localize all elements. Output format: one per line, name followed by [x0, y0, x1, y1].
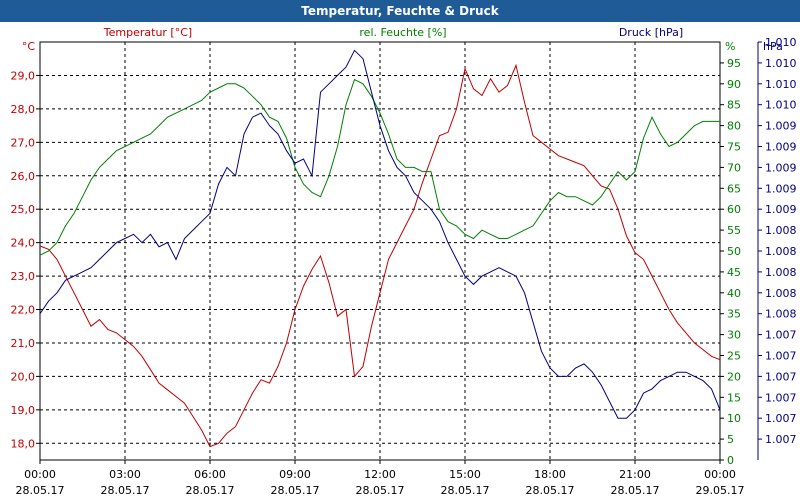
x-tick-label-time: 03:00: [109, 468, 141, 481]
pressure-tick-label: 1.009: [765, 120, 797, 133]
x-tick-label-time: 00:00: [704, 468, 736, 481]
humidity-tick-label: 65: [727, 182, 741, 195]
temperature-tick-label: 29,0: [11, 69, 36, 82]
pressure-tick-label: 1.010: [765, 36, 797, 49]
pressure-tick-label: 1.010: [765, 78, 797, 91]
temperature-tick-label: 19,0: [11, 404, 36, 417]
humidity-tick-label: 80: [727, 120, 741, 133]
temperature-tick-label: 26,0: [11, 170, 36, 183]
series-line-pressure: [39, 49, 721, 419]
pressure-tick-label: 1.008: [765, 308, 797, 321]
temperature-tick-label: 28,0: [11, 103, 36, 116]
humidity-tick-label: 40: [727, 287, 741, 300]
x-tick-label-date: 28.05.17: [16, 484, 65, 497]
x-tick-label-time: 21:00: [619, 468, 651, 481]
humidity-tick-label: 0: [727, 454, 734, 467]
humidity-tick-label: 20: [727, 370, 741, 383]
pressure-tick-label: 1.008: [765, 266, 797, 279]
temperature-tick-label: 18,0: [11, 437, 36, 450]
temperature-tick-label: 23,0: [11, 270, 36, 283]
pressure-tick-label: 1.010: [765, 57, 797, 70]
temperature-unit-label: °C: [22, 40, 36, 53]
x-tick-label-date: 28.05.17: [526, 484, 575, 497]
humidity-tick-label: 5: [727, 433, 734, 446]
x-tick-label-date: 29.05.17: [696, 484, 745, 497]
humidity-tick-label: 35: [727, 308, 741, 321]
humidity-tick-label: 60: [727, 203, 741, 216]
humidity-tick-label: 85: [727, 99, 741, 112]
pressure-tick-label: 1.007: [765, 433, 797, 446]
series-lines: [39, 49, 721, 448]
pressure-tick-label: 1.009: [765, 161, 797, 174]
humidity-tick-label: 30: [727, 329, 741, 342]
x-tick-label-time: 00:00: [24, 468, 56, 481]
humidity-tick-label: 90: [727, 78, 741, 91]
humidity-tick-label: 10: [727, 412, 741, 425]
x-tick-label-date: 28.05.17: [356, 484, 405, 497]
series-line-humidity: [39, 78, 720, 256]
temperature-tick-label: 24,0: [11, 237, 36, 250]
x-tick-label-time: 15:00: [449, 468, 481, 481]
humidity-tick-label: 95: [727, 57, 741, 70]
pressure-tick-label: 1.009: [765, 203, 797, 216]
temperature-tick-label: 20,0: [11, 370, 36, 383]
chart-title: Temperatur, Feuchte & Druck: [0, 0, 800, 22]
pressure-tick-label: 1.007: [765, 370, 797, 383]
x-tick-label-date: 28.05.17: [611, 484, 660, 497]
humidity-tick-label: 75: [727, 141, 741, 154]
temperature-tick-label: 21,0: [11, 337, 36, 350]
legend-pressure: Druck [hPa]: [619, 26, 683, 39]
pressure-tick-label: 1.007: [765, 329, 797, 342]
pressure-tick-label: 1.010: [765, 99, 797, 112]
temperature-tick-label: 27,0: [11, 136, 36, 149]
axes: [36, 41, 762, 464]
x-tick-label-time: 18:00: [534, 468, 566, 481]
temperature-tick-label: 25,0: [11, 203, 36, 216]
temperature-tick-label: 22,0: [11, 304, 36, 317]
pressure-tick-label: 1.007: [765, 391, 797, 404]
pressure-unit-label: hPa: [763, 40, 783, 53]
pressure-tick-label: 1.009: [765, 182, 797, 195]
humidity-unit-label: %: [725, 40, 735, 53]
x-tick-label-date: 28.05.17: [271, 484, 320, 497]
x-tick-label-date: 28.05.17: [186, 484, 235, 497]
legend-humidity: rel. Feuchte [%]: [359, 26, 446, 39]
pressure-tick-label: 1.007: [765, 350, 797, 363]
x-tick-label-date: 28.05.17: [101, 484, 150, 497]
pressure-tick-label: 1.009: [765, 141, 797, 154]
pressure-tick-label: 1.008: [765, 245, 797, 258]
humidity-tick-label: 15: [727, 391, 741, 404]
pressure-tick-label: 1.008: [765, 224, 797, 237]
humidity-tick-label: 45: [727, 266, 741, 279]
pressure-tick-label: 1.008: [765, 287, 797, 300]
grid: [40, 42, 720, 460]
tick-labels: 00:00 28.05.17 03:00 28.05.17 06:00 28.05.17 0…: [11, 26, 797, 497]
x-tick-label-time: 06:00: [194, 468, 226, 481]
humidity-tick-label: 50: [727, 245, 741, 258]
x-tick-label-time: 09:00: [279, 468, 311, 481]
x-tick-label-time: 12:00: [364, 468, 396, 481]
x-tick-label-date: 28.05.17: [441, 484, 490, 497]
legend-temperature: Temperatur [°C]: [103, 26, 192, 39]
humidity-tick-label: 25: [727, 350, 741, 363]
humidity-tick-label: 70: [727, 161, 741, 174]
pressure-tick-label: 1.007: [765, 412, 797, 425]
humidity-tick-label: 55: [727, 224, 741, 237]
